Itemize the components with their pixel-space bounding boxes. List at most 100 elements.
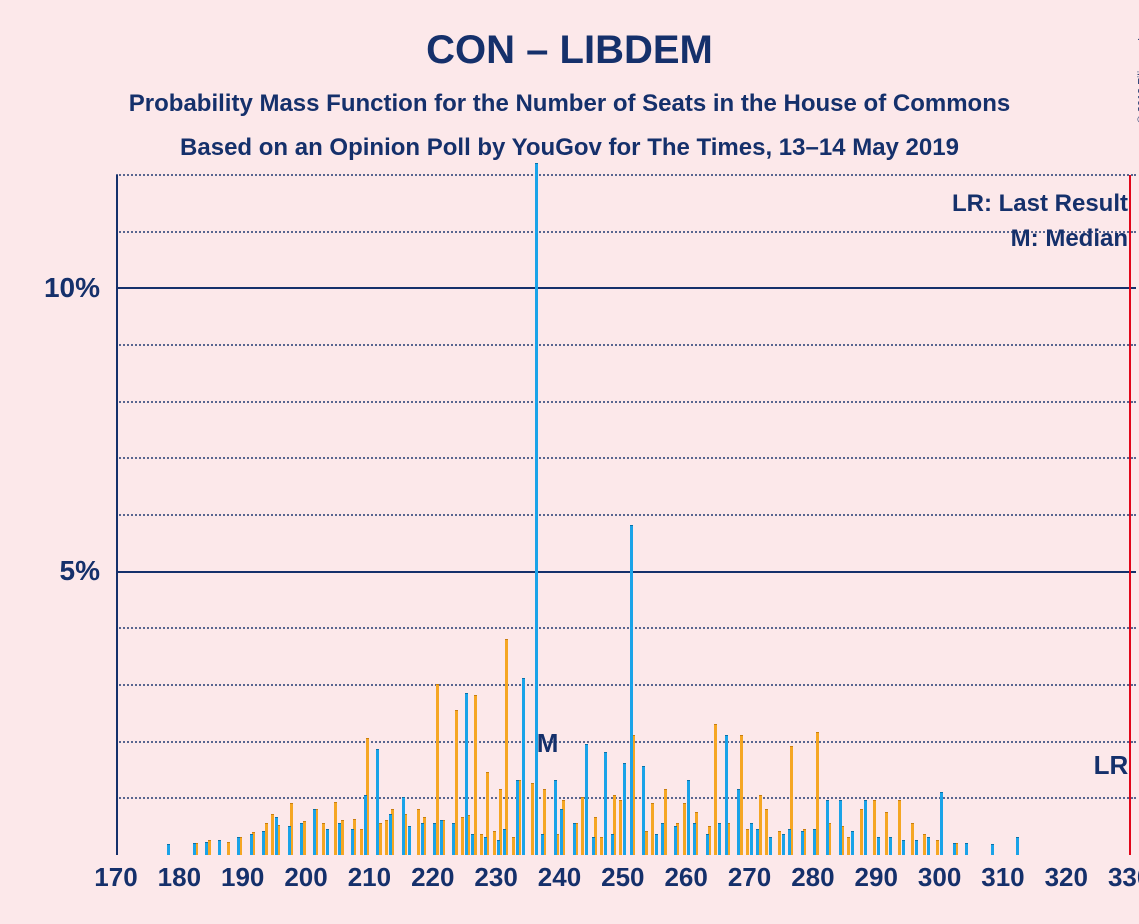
bar-orange bbox=[619, 800, 622, 855]
bar-blue bbox=[167, 844, 170, 855]
bar-blue bbox=[262, 831, 265, 855]
bar-blue bbox=[655, 834, 658, 855]
bar-blue bbox=[376, 749, 379, 855]
bar-blue bbox=[205, 842, 208, 855]
x-tick-label: 270 bbox=[728, 862, 771, 893]
bar-blue bbox=[813, 829, 816, 856]
bar-orange bbox=[600, 837, 603, 855]
x-tick-label: 200 bbox=[284, 862, 327, 893]
x-tick-label: 180 bbox=[158, 862, 201, 893]
x-tick-label: 320 bbox=[1045, 862, 1088, 893]
gridline-minor bbox=[116, 174, 1136, 176]
bar-blue bbox=[965, 843, 968, 855]
bar-blue bbox=[364, 795, 367, 856]
bar-blue bbox=[351, 829, 354, 856]
bar-blue bbox=[801, 831, 804, 855]
last-result-label: LR bbox=[1094, 750, 1129, 781]
bar-orange bbox=[531, 783, 534, 855]
y-tick-label: 5% bbox=[60, 555, 100, 587]
chart-subtitle-2: Based on an Opinion Poll by YouGov for T… bbox=[0, 134, 1139, 162]
bar-blue bbox=[611, 834, 614, 855]
chart-subtitle-1: Probability Mass Function for the Number… bbox=[0, 90, 1139, 118]
bar-blue bbox=[718, 823, 721, 855]
bar-blue bbox=[1016, 837, 1019, 855]
bar-orange bbox=[911, 823, 914, 855]
x-tick-label: 190 bbox=[221, 862, 264, 893]
bar-orange bbox=[683, 803, 686, 855]
bar-blue bbox=[541, 834, 544, 855]
bar-blue bbox=[421, 823, 424, 855]
bar-blue bbox=[237, 837, 240, 855]
bar-blue bbox=[864, 800, 867, 855]
bar-orange bbox=[581, 797, 584, 855]
bar-blue bbox=[522, 678, 525, 855]
bar-blue bbox=[623, 763, 626, 855]
bar-blue bbox=[915, 840, 918, 855]
bar-blue bbox=[756, 829, 759, 856]
bar-orange bbox=[847, 837, 850, 855]
bar-orange bbox=[936, 840, 939, 855]
bar-orange bbox=[493, 831, 496, 855]
plot-area bbox=[116, 175, 1136, 855]
bar-blue bbox=[630, 525, 633, 855]
gridline-minor bbox=[116, 344, 1136, 346]
bar-orange bbox=[873, 800, 876, 855]
bar-blue bbox=[782, 834, 785, 855]
x-tick-label: 330 bbox=[1108, 862, 1139, 893]
bar-orange bbox=[417, 809, 420, 855]
bar-blue bbox=[592, 837, 595, 855]
bar-blue bbox=[902, 840, 905, 855]
bar-blue bbox=[288, 826, 291, 855]
gridline-minor bbox=[116, 741, 1136, 743]
bar-blue bbox=[440, 820, 443, 855]
bar-blue bbox=[769, 837, 772, 855]
bar-orange bbox=[714, 724, 717, 855]
bar-blue bbox=[300, 823, 303, 855]
bar-blue bbox=[573, 823, 576, 855]
x-tick-label: 210 bbox=[348, 862, 391, 893]
x-tick-label: 290 bbox=[855, 862, 898, 893]
bar-blue bbox=[433, 823, 436, 855]
gridline-minor bbox=[116, 457, 1136, 459]
gridline-minor bbox=[116, 231, 1136, 233]
bar-orange bbox=[746, 829, 749, 856]
bar-orange bbox=[860, 809, 863, 855]
bar-blue bbox=[693, 823, 696, 855]
bar-blue bbox=[193, 843, 196, 855]
y-axis bbox=[116, 175, 118, 855]
bar-blue bbox=[687, 780, 690, 855]
bar-blue bbox=[554, 780, 557, 855]
x-tick-label: 240 bbox=[538, 862, 581, 893]
bar-blue bbox=[889, 837, 892, 855]
bar-blue bbox=[471, 834, 474, 855]
x-tick-label: 230 bbox=[474, 862, 517, 893]
legend-item: M: Median bbox=[1011, 225, 1128, 253]
bar-blue bbox=[313, 809, 316, 855]
bar-orange bbox=[480, 834, 483, 855]
bar-blue bbox=[661, 823, 664, 855]
bar-blue bbox=[877, 837, 880, 855]
bar-blue bbox=[389, 814, 392, 855]
x-tick-label: 220 bbox=[411, 862, 454, 893]
bar-orange bbox=[765, 809, 768, 855]
gridline-minor bbox=[116, 627, 1136, 629]
x-tick-label: 300 bbox=[918, 862, 961, 893]
gridline-major bbox=[116, 287, 1136, 289]
bar-orange bbox=[505, 639, 508, 855]
bar-orange bbox=[385, 820, 388, 855]
bar-orange bbox=[885, 812, 888, 856]
bar-blue bbox=[750, 823, 753, 855]
bar-blue bbox=[503, 829, 506, 856]
median-label: M bbox=[537, 728, 559, 759]
bar-blue bbox=[706, 834, 709, 855]
bar-blue bbox=[953, 843, 956, 855]
bar-blue bbox=[275, 817, 278, 855]
bar-blue bbox=[585, 744, 588, 856]
bar-blue bbox=[725, 735, 728, 855]
bar-orange bbox=[334, 802, 337, 855]
bar-orange bbox=[651, 803, 654, 855]
bar-blue bbox=[940, 792, 943, 855]
bar-orange bbox=[461, 817, 464, 855]
bar-blue bbox=[465, 693, 468, 856]
bar-blue bbox=[826, 800, 829, 855]
